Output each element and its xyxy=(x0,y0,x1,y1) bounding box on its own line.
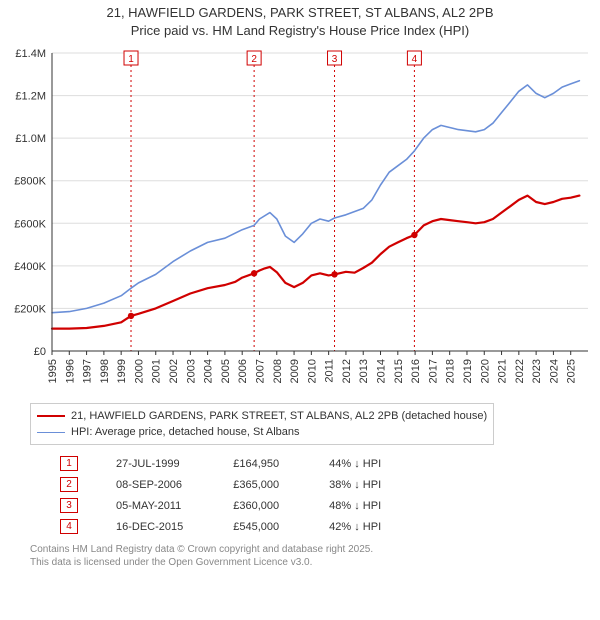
sale-vs-hpi: 48% ↓ HPI xyxy=(289,495,391,516)
svg-text:2016: 2016 xyxy=(410,359,422,383)
legend: 21, HAWFIELD GARDENS, PARK STREET, ST AL… xyxy=(30,403,494,445)
chart-title-block: 21, HAWFIELD GARDENS, PARK STREET, ST AL… xyxy=(0,0,600,39)
sale-price: £164,950 xyxy=(193,453,289,474)
svg-text:1: 1 xyxy=(128,54,134,65)
svg-text:£200K: £200K xyxy=(14,304,46,316)
svg-text:1995: 1995 xyxy=(47,359,59,383)
svg-text:2015: 2015 xyxy=(393,359,405,383)
svg-text:2017: 2017 xyxy=(427,359,439,383)
svg-text:2004: 2004 xyxy=(203,359,215,383)
sale-date: 05-MAY-2011 xyxy=(88,495,193,516)
svg-text:2012: 2012 xyxy=(341,359,353,383)
svg-text:1999: 1999 xyxy=(116,359,128,383)
svg-text:£1.4M: £1.4M xyxy=(15,48,46,60)
footer-line-1: Contains HM Land Registry data © Crown c… xyxy=(30,543,588,556)
sale-date: 27-JUL-1999 xyxy=(88,453,193,474)
legend-swatch xyxy=(37,415,65,417)
svg-text:£1.2M: £1.2M xyxy=(15,91,46,103)
sale-date: 16-DEC-2015 xyxy=(88,516,193,537)
legend-label: HPI: Average price, detached house, St A… xyxy=(71,426,300,438)
svg-text:2013: 2013 xyxy=(358,359,370,383)
sale-vs-hpi: 44% ↓ HPI xyxy=(289,453,391,474)
svg-text:2024: 2024 xyxy=(548,359,560,383)
svg-text:2025: 2025 xyxy=(566,359,578,383)
sale-date: 08-SEP-2006 xyxy=(88,474,193,495)
sale-price: £365,000 xyxy=(193,474,289,495)
svg-text:2005: 2005 xyxy=(220,359,232,383)
svg-text:2: 2 xyxy=(251,54,257,65)
sale-price: £360,000 xyxy=(193,495,289,516)
svg-text:2014: 2014 xyxy=(376,359,388,383)
svg-text:£0: £0 xyxy=(34,346,46,358)
legend-label: 21, HAWFIELD GARDENS, PARK STREET, ST AL… xyxy=(71,410,487,422)
svg-text:£600K: £600K xyxy=(14,218,46,230)
svg-text:2011: 2011 xyxy=(324,359,336,383)
svg-text:2022: 2022 xyxy=(514,359,526,383)
table-row: 2 08-SEP-2006£365,00038% ↓ HPI xyxy=(30,474,391,495)
sale-marker-badge: 4 xyxy=(60,519,78,534)
svg-text:2021: 2021 xyxy=(497,359,509,383)
svg-text:2009: 2009 xyxy=(289,359,301,383)
svg-text:2023: 2023 xyxy=(531,359,543,383)
svg-text:3: 3 xyxy=(332,54,338,65)
svg-text:4: 4 xyxy=(412,54,418,65)
svg-text:2019: 2019 xyxy=(462,359,474,383)
chart-area: £0 £200K £400K £600K £800K £1.0M £1.2M £1.4M 1 2 3… xyxy=(0,39,600,399)
legend-row: HPI: Average price, detached house, St A… xyxy=(37,424,487,440)
svg-text:£400K: £400K xyxy=(14,261,46,273)
footer-line-2: This data is licensed under the Open Gov… xyxy=(30,556,588,569)
footer-attribution: Contains HM Land Registry data © Crown c… xyxy=(30,543,588,569)
sale-marker-badge: 2 xyxy=(60,477,78,492)
svg-text:1997: 1997 xyxy=(82,359,94,383)
title-line-2: Price paid vs. HM Land Registry's House … xyxy=(0,22,600,40)
svg-text:2008: 2008 xyxy=(272,359,284,383)
line-chart-svg: £0 £200K £400K £600K £800K £1.0M £1.2M £1.4M 1 2 3… xyxy=(0,39,600,399)
svg-text:2002: 2002 xyxy=(168,359,180,383)
table-row: 4 16-DEC-2015£545,00042% ↓ HPI xyxy=(30,516,391,537)
sale-price: £545,000 xyxy=(193,516,289,537)
table-row: 1 27-JUL-1999£164,95044% ↓ HPI xyxy=(30,453,391,474)
svg-text:2006: 2006 xyxy=(237,359,249,383)
svg-text:1996: 1996 xyxy=(64,359,76,383)
svg-text:£800K: £800K xyxy=(14,176,46,188)
sale-vs-hpi: 38% ↓ HPI xyxy=(289,474,391,495)
svg-text:2007: 2007 xyxy=(254,359,266,383)
svg-text:2001: 2001 xyxy=(151,359,163,383)
title-line-1: 21, HAWFIELD GARDENS, PARK STREET, ST AL… xyxy=(0,4,600,22)
svg-text:2000: 2000 xyxy=(133,359,145,383)
sale-marker-badge: 1 xyxy=(60,456,78,471)
svg-text:1998: 1998 xyxy=(99,359,111,383)
svg-text:£1.0M: £1.0M xyxy=(15,133,46,145)
table-row: 3 05-MAY-2011£360,00048% ↓ HPI xyxy=(30,495,391,516)
sale-vs-hpi: 42% ↓ HPI xyxy=(289,516,391,537)
legend-swatch xyxy=(37,432,65,433)
sales-table: 1 27-JUL-1999£164,95044% ↓ HPI 2 08-SEP-200… xyxy=(30,453,391,537)
svg-text:2020: 2020 xyxy=(479,359,491,383)
sale-marker-badge: 3 xyxy=(60,498,78,513)
legend-row: 21, HAWFIELD GARDENS, PARK STREET, ST AL… xyxy=(37,408,487,424)
svg-text:2010: 2010 xyxy=(306,359,318,383)
svg-text:2003: 2003 xyxy=(185,359,197,383)
svg-text:2018: 2018 xyxy=(445,359,457,383)
